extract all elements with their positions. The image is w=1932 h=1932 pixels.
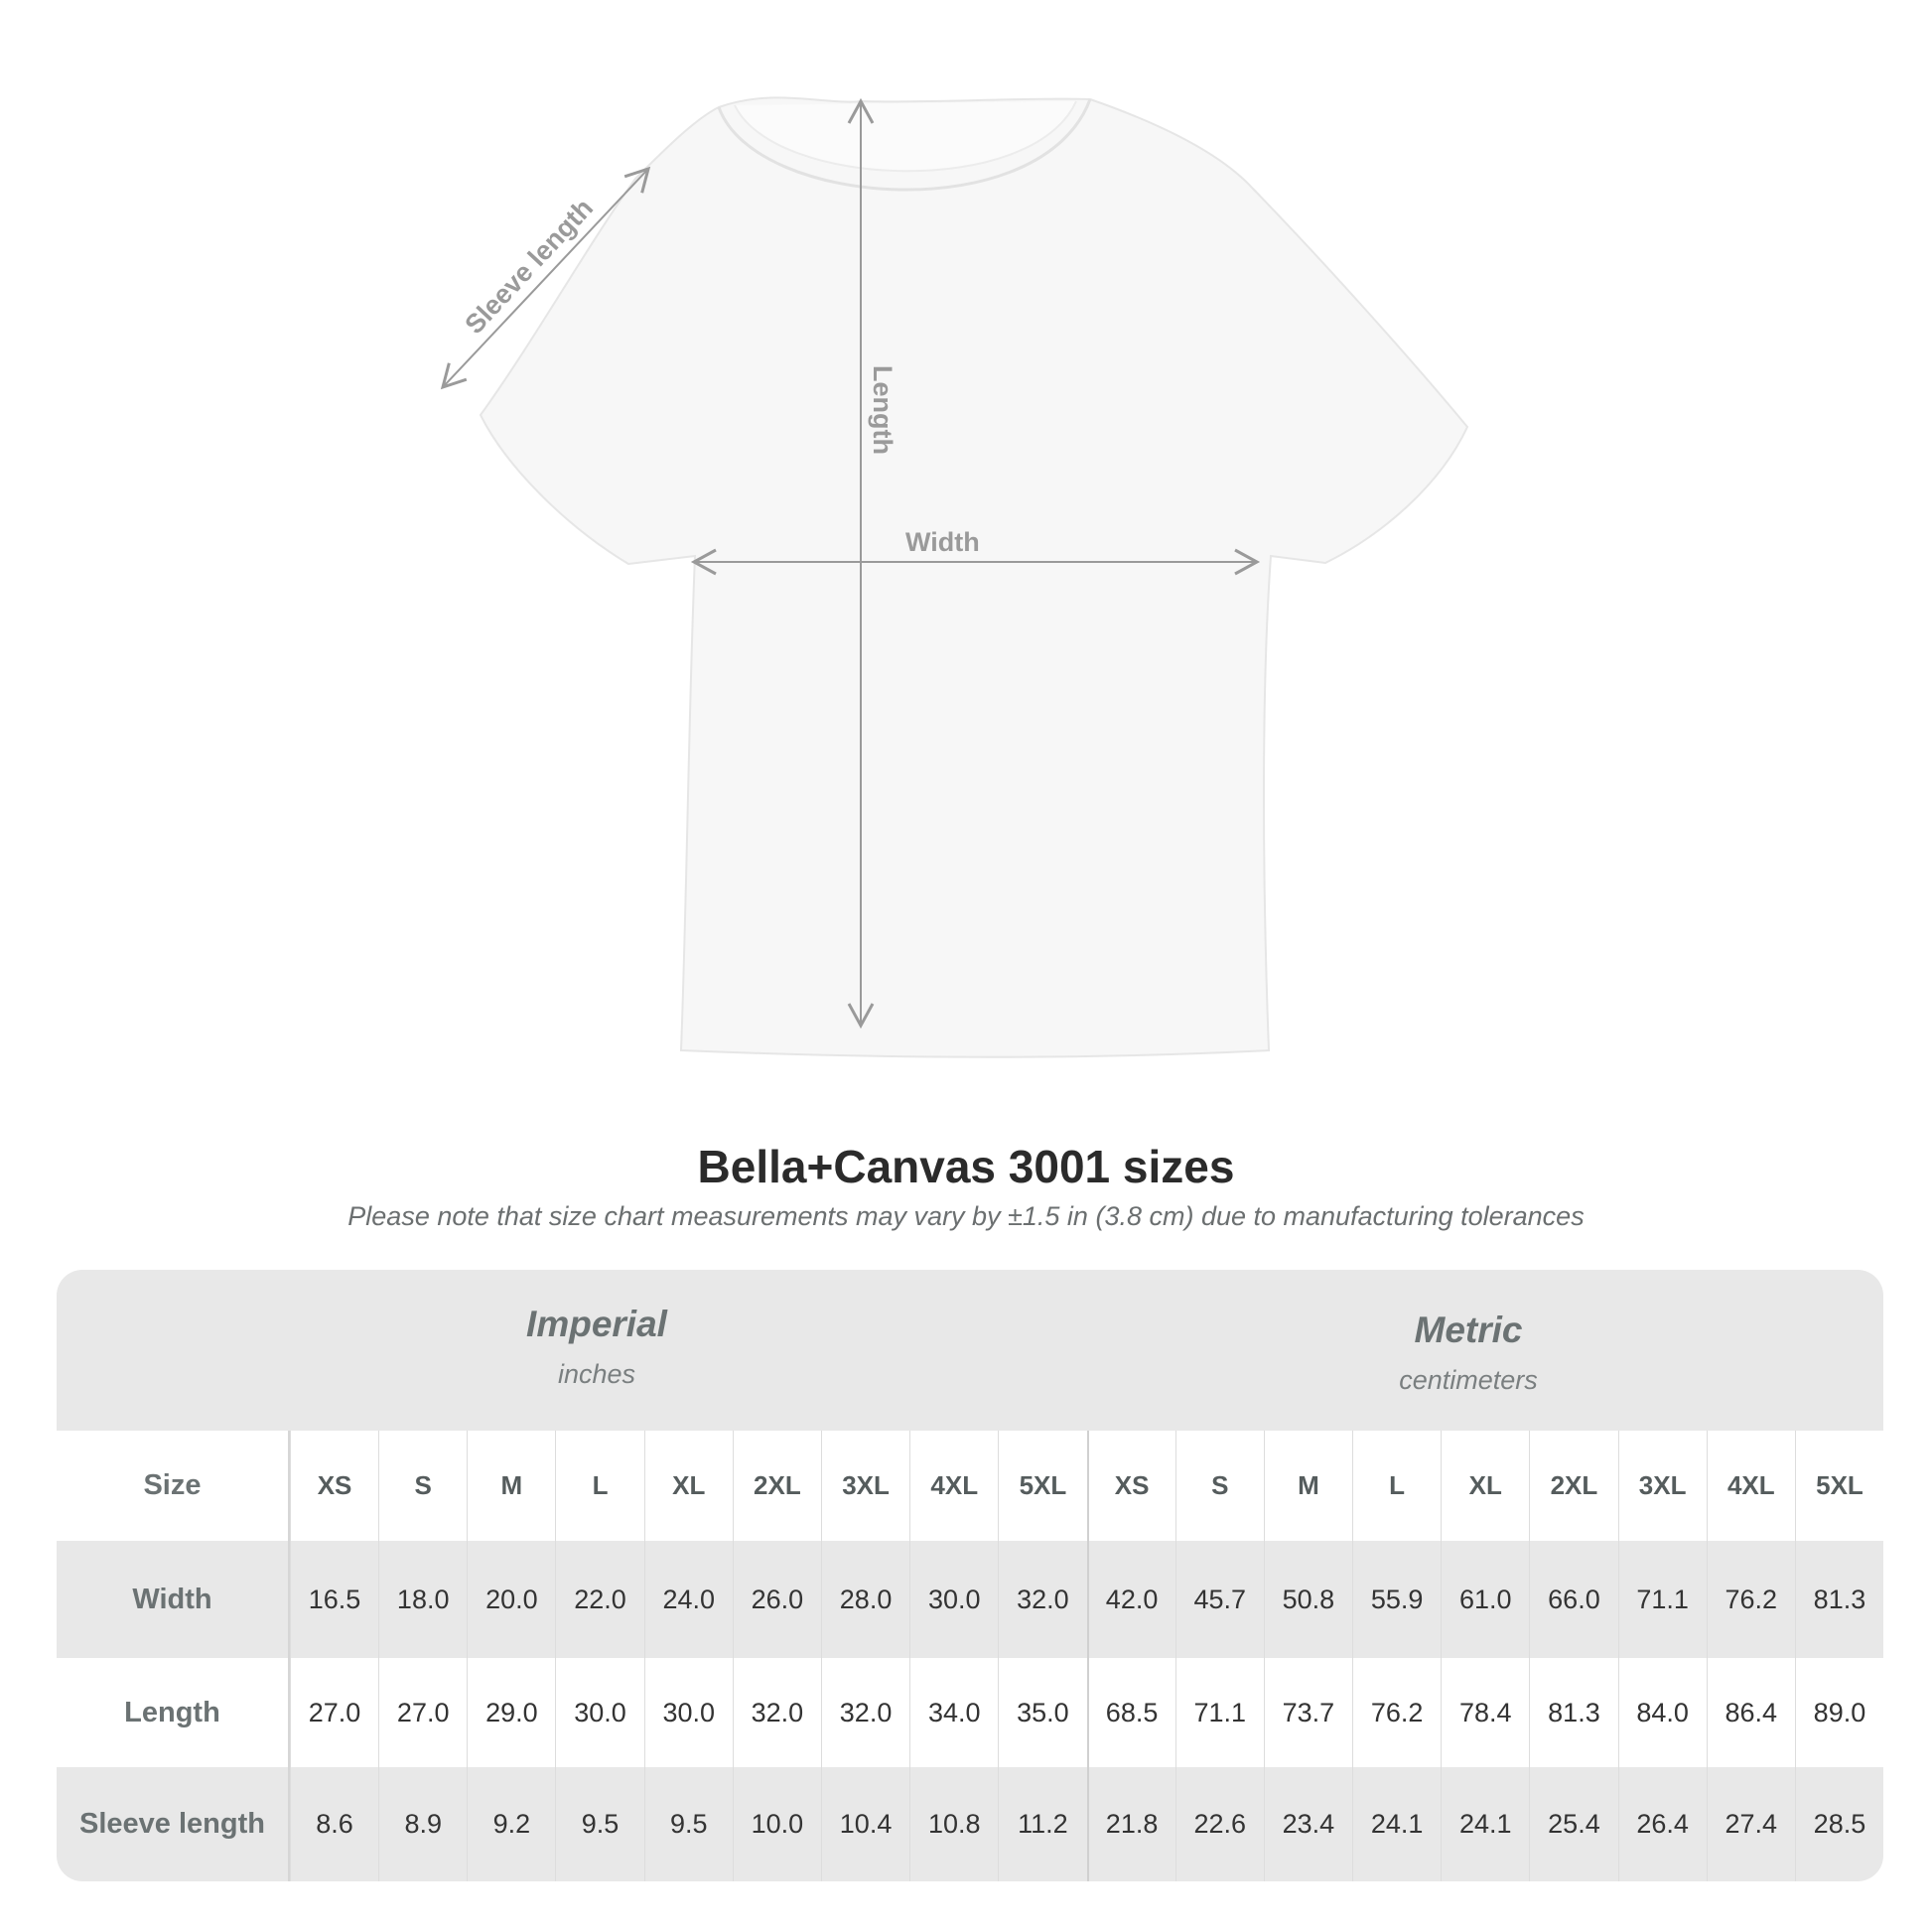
table-cell: 28.5 bbox=[1794, 1767, 1883, 1881]
tshirt-body bbox=[479, 96, 1469, 1058]
table-header-band: Imperial inches Metric centimeters bbox=[57, 1270, 1883, 1431]
table-cell: 30.0 bbox=[643, 1658, 733, 1767]
width-label: Width bbox=[905, 527, 980, 557]
table-cell: 81.3 bbox=[1794, 1541, 1883, 1658]
size-header-cell: XL bbox=[1441, 1431, 1529, 1541]
size-header-cell: XS bbox=[289, 1431, 378, 1541]
size-header-cell: M bbox=[467, 1431, 555, 1541]
size-header-cell: 3XL bbox=[1617, 1431, 1707, 1541]
table-cell: 27.4 bbox=[1706, 1767, 1795, 1881]
size-header-cell: 5XL bbox=[1794, 1431, 1883, 1541]
table-cell: 26.4 bbox=[1617, 1767, 1707, 1881]
table-cell: 89.0 bbox=[1794, 1658, 1883, 1767]
table-cell: 9.5 bbox=[643, 1767, 733, 1881]
table-cell: 26.0 bbox=[732, 1541, 821, 1658]
table-cell: 30.0 bbox=[555, 1658, 643, 1767]
table-cell: 27.0 bbox=[378, 1658, 467, 1767]
metric-title: Metric bbox=[1414, 1310, 1523, 1350]
imperial-header: Imperial inches bbox=[348, 1304, 845, 1390]
table-cell: 9.5 bbox=[555, 1767, 643, 1881]
size-header-cell: 2XL bbox=[1529, 1431, 1617, 1541]
sleeve-length-arrow bbox=[440, 166, 651, 390]
table-cell: 73.7 bbox=[1263, 1658, 1352, 1767]
table-cell: 66.0 bbox=[1529, 1541, 1617, 1658]
table-cell: 8.9 bbox=[378, 1767, 467, 1881]
table-cell: 35.0 bbox=[998, 1658, 1086, 1767]
table-cell: 50.8 bbox=[1263, 1541, 1352, 1658]
imperial-unit: inches bbox=[557, 1359, 636, 1389]
table-cell: 29.0 bbox=[467, 1658, 555, 1767]
table-cell: 42.0 bbox=[1086, 1541, 1175, 1658]
size-header-cell: 3XL bbox=[820, 1431, 909, 1541]
imperial-title: Imperial bbox=[526, 1304, 667, 1344]
metric-unit: centimeters bbox=[1399, 1365, 1538, 1395]
table-cell: 55.9 bbox=[1352, 1541, 1441, 1658]
table-cell: 76.2 bbox=[1706, 1541, 1795, 1658]
table-row-width: Width 16.5 18.0 20.0 22.0 24.0 26.0 28.0 30.0 32.… bbox=[57, 1541, 1883, 1658]
table-cell: 71.1 bbox=[1617, 1541, 1707, 1658]
table-cell: 11.2 bbox=[998, 1767, 1086, 1881]
row-label: Width bbox=[57, 1541, 290, 1658]
size-header-cell: 5XL bbox=[998, 1431, 1086, 1541]
size-header-cell: 2XL bbox=[732, 1431, 821, 1541]
table-cell: 32.0 bbox=[732, 1658, 821, 1767]
size-header-cell: XS bbox=[1086, 1431, 1175, 1541]
chart-title: Bella+Canvas 3001 sizes bbox=[697, 1141, 1235, 1192]
table-cell: 20.0 bbox=[467, 1541, 555, 1658]
table-cell: 27.0 bbox=[289, 1658, 378, 1767]
table-cell: 10.8 bbox=[909, 1767, 998, 1881]
table-cell: 24.1 bbox=[1441, 1767, 1529, 1881]
table-cell: 84.0 bbox=[1617, 1658, 1707, 1767]
table-cell: 23.4 bbox=[1263, 1767, 1352, 1881]
size-header-cell: L bbox=[555, 1431, 643, 1541]
table-cell: 28.0 bbox=[820, 1541, 909, 1658]
tshirt-diagram: Sleeve length Length Width bbox=[440, 96, 1469, 1058]
table-cell: 10.0 bbox=[732, 1767, 821, 1881]
size-header-cell: M bbox=[1263, 1431, 1352, 1541]
table-row-length: Length 27.0 27.0 29.0 30.0 30.0 32.0 32.0 34.0 35… bbox=[57, 1658, 1883, 1767]
table-cell: 21.8 bbox=[1086, 1767, 1175, 1881]
metric-header: Metric centimeters bbox=[1220, 1310, 1717, 1396]
table-cell: 22.6 bbox=[1174, 1767, 1264, 1881]
table-cell: 8.6 bbox=[289, 1767, 378, 1881]
size-header-cell: 4XL bbox=[1706, 1431, 1795, 1541]
row-label: Length bbox=[57, 1658, 290, 1767]
size-header-cell: XL bbox=[643, 1431, 733, 1541]
table-cell: 24.1 bbox=[1352, 1767, 1441, 1881]
tshirt-collar bbox=[717, 98, 1092, 192]
size-row: Size XS S M L XL 2XL 3XL 4XL 5XL XS S M L XL 2XL 3XL 4XL 5… bbox=[57, 1431, 1883, 1541]
table-row-sleeve-length: Sleeve length 8.6 8.9 9.2 9.5 9.5 10.0 10.4 10.8… bbox=[57, 1767, 1883, 1881]
table-cell: 22.0 bbox=[555, 1541, 643, 1658]
table-cell: 32.0 bbox=[998, 1541, 1086, 1658]
table-cell: 68.5 bbox=[1086, 1658, 1175, 1767]
tolerance-note: Please note that size chart measurements… bbox=[347, 1201, 1585, 1231]
table-cell: 30.0 bbox=[909, 1541, 998, 1658]
table-cell: 86.4 bbox=[1706, 1658, 1795, 1767]
size-header-cell: S bbox=[1174, 1431, 1264, 1541]
table-cell: 78.4 bbox=[1441, 1658, 1529, 1767]
table-cell: 10.4 bbox=[820, 1767, 909, 1881]
table-cell: 81.3 bbox=[1529, 1658, 1617, 1767]
size-header-cell: 4XL bbox=[909, 1431, 998, 1541]
table-cell: 61.0 bbox=[1441, 1541, 1529, 1658]
table-cell: 45.7 bbox=[1174, 1541, 1264, 1658]
size-header-label: Size bbox=[57, 1431, 290, 1541]
size-header-cell: L bbox=[1352, 1431, 1441, 1541]
table-cell: 32.0 bbox=[820, 1658, 909, 1767]
row-label: Sleeve length bbox=[57, 1767, 290, 1881]
table-cell: 71.1 bbox=[1174, 1658, 1264, 1767]
size-table: Imperial inches Metric centimeters Size X… bbox=[57, 1270, 1883, 1881]
table-cell: 25.4 bbox=[1529, 1767, 1617, 1881]
length-label: Length bbox=[868, 365, 897, 455]
size-header-cell: S bbox=[378, 1431, 467, 1541]
table-cell: 24.0 bbox=[643, 1541, 733, 1658]
table-cell: 76.2 bbox=[1352, 1658, 1441, 1767]
table-cell: 16.5 bbox=[289, 1541, 378, 1658]
table-cell: 18.0 bbox=[378, 1541, 467, 1658]
table-cell: 9.2 bbox=[467, 1767, 555, 1881]
table-cell: 34.0 bbox=[909, 1658, 998, 1767]
